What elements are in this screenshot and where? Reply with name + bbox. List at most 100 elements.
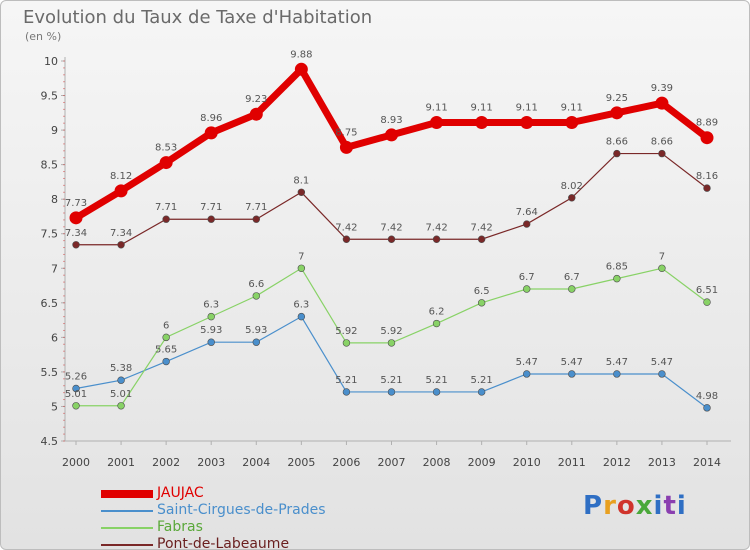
data-point-pont-de-labeaume (297, 188, 306, 196)
data-label-jaujac: 9.25 (606, 93, 628, 104)
data-point-fabras (568, 285, 576, 293)
x-tick-label: 2012 (603, 456, 631, 469)
data-point-pont-de-labeaume (162, 215, 170, 223)
data-label-saint-cirgues-de-prades: 5.65 (155, 345, 177, 356)
legend-item-pont-de-labeaume: Pont-de-Labeaume (101, 536, 421, 549)
data-label-pont-de-labeaume: 8.02 (561, 181, 583, 192)
data-point-fabras (207, 312, 215, 321)
data-point-pont-de-labeaume (207, 215, 215, 223)
data-point-jaujac (69, 211, 83, 225)
data-label-jaujac: 9.11 (425, 102, 447, 113)
data-point-fabras (297, 264, 306, 272)
y-tick-label: 9 (51, 124, 58, 137)
logo-letter: P (583, 491, 604, 521)
data-label-saint-cirgues-de-prades: 5.21 (380, 375, 402, 386)
y-tick-label: 4.5 (41, 435, 59, 448)
data-label-pont-de-labeaume: 8.66 (651, 137, 673, 148)
data-point-jaujac (159, 156, 173, 170)
data-point-pont-de-labeaume (117, 241, 125, 249)
data-label-fabras: 6.5 (474, 286, 490, 297)
data-label-jaujac: 8.96 (200, 113, 222, 124)
data-point-pont-de-labeaume (252, 215, 260, 223)
data-label-saint-cirgues-de-prades: 4.98 (696, 391, 718, 402)
data-label-pont-de-labeaume: 7.42 (425, 222, 447, 233)
legend-item-saint-cirgues-de-prades: Saint-Cirgues-de-Prades (101, 502, 421, 519)
data-label-jaujac: 8.93 (380, 115, 402, 126)
data-point-jaujac (114, 184, 128, 198)
legend-label: Fabras (157, 519, 203, 535)
data-label-pont-de-labeaume: 7.42 (335, 222, 357, 233)
data-point-fabras (342, 339, 351, 347)
data-label-saint-cirgues-de-prades: 5.47 (651, 357, 673, 368)
data-label-jaujac: 9.11 (471, 102, 493, 113)
x-tick-label: 2005 (287, 456, 315, 469)
data-label-jaujac: 9.88 (290, 49, 312, 60)
data-label-saint-cirgues-de-prades: 5.21 (425, 375, 447, 386)
legend-label: JAUJAC (157, 485, 204, 501)
data-point-jaujac (565, 115, 579, 129)
data-point-pont-de-labeaume (72, 241, 80, 249)
data-point-saint-cirgues-de-prades (297, 312, 306, 321)
y-tick-label: 7 (51, 262, 58, 275)
x-tick-label: 2000 (62, 456, 90, 469)
data-label-jaujac: 9.23 (245, 94, 267, 105)
data-label-pont-de-labeaume: 7.71 (155, 202, 177, 213)
data-point-fabras (117, 402, 125, 410)
data-label-fabras: 6.6 (248, 279, 264, 290)
data-label-saint-cirgues-de-prades: 5.47 (606, 357, 628, 368)
data-label-jaujac: 9.39 (651, 83, 673, 94)
data-point-saint-cirgues-de-prades (162, 357, 170, 366)
data-label-pont-de-labeaume: 7.64 (516, 207, 538, 218)
data-point-saint-cirgues-de-prades (117, 376, 125, 384)
x-tick-label: 2004 (242, 456, 270, 469)
logo-letter: r (603, 491, 617, 521)
data-label-fabras: 5.01 (65, 389, 87, 400)
y-tick-label: 8.5 (41, 159, 59, 172)
chart-title: Evolution du Taux de Taxe d'Habitation (23, 7, 373, 28)
data-point-saint-cirgues-de-prades (523, 370, 531, 378)
x-tick-label: 2014 (693, 456, 721, 469)
data-point-saint-cirgues-de-prades (387, 388, 396, 396)
data-label-jaujac: 9.11 (561, 102, 583, 113)
data-point-fabras (613, 274, 621, 283)
data-label-saint-cirgues-de-prades: 5.93 (200, 325, 222, 336)
data-label-fabras: 6.85 (606, 262, 628, 273)
data-label-pont-de-labeaume: 8.1 (293, 175, 309, 186)
data-label-fabras: 6.7 (519, 272, 535, 283)
data-point-saint-cirgues-de-prades (568, 370, 576, 378)
y-tick-label: 5 (51, 400, 58, 413)
y-tick-label: 9.5 (41, 90, 59, 103)
legend-item-jaujac: JAUJAC (101, 485, 421, 502)
data-point-saint-cirgues-de-prades (207, 338, 215, 346)
x-tick-label: 2009 (468, 456, 496, 469)
legend-swatch (101, 509, 153, 512)
data-label-fabras: 6.7 (564, 272, 580, 283)
logo-letter: i (676, 491, 687, 521)
data-label-saint-cirgues-de-prades: 5.93 (245, 325, 267, 336)
x-tick-label: 2011 (558, 456, 586, 469)
data-label-jaujac: 8.89 (696, 118, 718, 129)
proxiti-logo: Proxiti (583, 491, 687, 521)
x-tick-label: 2008 (423, 456, 451, 469)
data-label-saint-cirgues-de-prades: 5.26 (65, 371, 87, 382)
data-label-fabras: 6.3 (203, 300, 219, 311)
data-point-jaujac (294, 62, 308, 76)
data-point-saint-cirgues-de-prades (72, 384, 80, 393)
data-point-jaujac (430, 115, 444, 129)
data-label-fabras: 7 (659, 251, 665, 262)
legend-swatch (101, 489, 153, 498)
data-label-pont-de-labeaume: 7.71 (245, 202, 267, 213)
x-tick-label: 2010 (513, 456, 541, 469)
data-point-saint-cirgues-de-prades (252, 338, 260, 346)
logo-letter: i (653, 491, 664, 521)
data-point-fabras (432, 319, 441, 328)
data-label-pont-de-labeaume: 7.34 (65, 228, 87, 239)
logo-letter: t (663, 491, 677, 521)
y-tick-label: 5.5 (41, 366, 59, 379)
y-tick-label: 7.5 (41, 228, 59, 241)
data-label-saint-cirgues-de-prades: 5.21 (471, 375, 493, 386)
x-tick-label: 2007 (378, 456, 406, 469)
data-point-jaujac (385, 128, 398, 142)
data-label-saint-cirgues-de-prades: 5.38 (110, 363, 132, 374)
